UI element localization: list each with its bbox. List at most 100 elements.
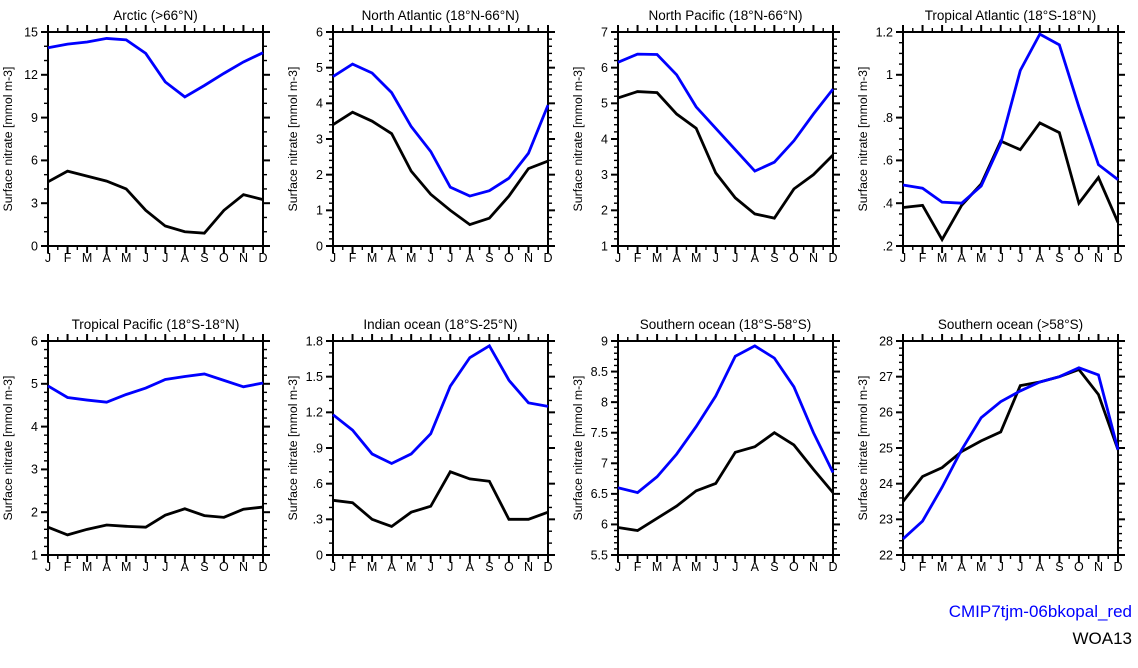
y-tick-label: 3 xyxy=(31,463,38,477)
x-tick-label: J xyxy=(615,251,621,265)
y-axis-label: Surface nitrate [mmol m-3] xyxy=(286,67,300,212)
x-tick-label: M xyxy=(367,251,377,265)
model-line xyxy=(332,62,550,198)
y-tick-label: 22 xyxy=(879,548,893,562)
x-tick-label: O xyxy=(1074,560,1084,574)
x-tick-label: M xyxy=(691,251,701,265)
obs-line xyxy=(47,169,264,235)
obs-line xyxy=(332,110,549,227)
x-tick-label: J xyxy=(713,251,719,265)
x-tick-label: S xyxy=(485,560,493,574)
model-line xyxy=(617,52,835,173)
y-tick-label: 0 xyxy=(316,548,323,562)
x-tick-label: D xyxy=(1113,560,1122,574)
y-tick-label: 1 xyxy=(316,204,323,218)
y-tick-label: 0 xyxy=(31,239,38,253)
chart-title: Southern ocean (>58°S) xyxy=(938,317,1083,332)
x-tick-label: A xyxy=(181,251,190,265)
x-tick-label: A xyxy=(102,560,111,574)
x-tick-label: J xyxy=(713,560,719,574)
y-tick-label: .6 xyxy=(883,154,893,168)
x-tick-label: M xyxy=(367,560,377,574)
plot-frame xyxy=(47,31,264,247)
x-tick-label: F xyxy=(634,251,642,265)
x-tick-label: J xyxy=(732,560,738,574)
y-tick-label: 25 xyxy=(879,441,893,455)
subplot-southern-ocean-18s-58s: Southern ocean (18°S-58°S) Surface nitrat… xyxy=(570,309,855,589)
x-tick-label: J xyxy=(162,251,168,265)
y-tick-label: 4 xyxy=(316,97,323,111)
y-tick-label: .3 xyxy=(313,513,323,527)
chart-title: Southern ocean (18°S-58°S) xyxy=(640,317,811,332)
chart-svg: Tropical Atlantic (18°S-18°N) Surface nit… xyxy=(856,8,1125,265)
y-axis-label: Surface nitrate [mmol m-3] xyxy=(1,67,15,212)
plot-frame xyxy=(332,340,549,556)
x-tick-label: M xyxy=(937,251,947,265)
model-line xyxy=(902,32,1119,205)
y-tick-label: 2 xyxy=(316,168,323,182)
x-tick-label: D xyxy=(258,251,267,265)
legend: CMIP7tjm-06bkopal_red WOA13 xyxy=(949,603,1132,657)
chart-title: Indian ocean (18°S-25°N) xyxy=(363,317,517,332)
y-tick-label: 6 xyxy=(31,154,38,168)
subplot-arctic: Arctic (>66°N) Surface nitrate [mmol m-3]… xyxy=(0,0,285,280)
x-tick-label: M xyxy=(121,560,131,574)
x-tick-label: S xyxy=(770,560,778,574)
x-tick-label: J xyxy=(45,560,51,574)
x-tick-label: M xyxy=(976,560,986,574)
x-tick-label: O xyxy=(1074,251,1084,265)
plot-frame xyxy=(902,31,1119,247)
y-tick-label: 1.2 xyxy=(306,406,323,420)
y-tick-label: .6 xyxy=(313,477,323,491)
plot-frame xyxy=(902,340,1119,556)
y-axis-label: Surface nitrate [mmol m-3] xyxy=(286,376,300,521)
x-tick-label: M xyxy=(406,251,416,265)
x-tick-label: N xyxy=(809,560,818,574)
y-tick-label: .9 xyxy=(313,441,323,455)
x-tick-label: N xyxy=(809,251,818,265)
x-tick-label: J xyxy=(900,251,906,265)
model-line xyxy=(617,344,835,495)
x-tick-label: M xyxy=(691,560,701,574)
x-tick-label: D xyxy=(1113,251,1122,265)
x-tick-label: O xyxy=(789,560,799,574)
plot-frame xyxy=(332,31,549,247)
y-tick-label: .2 xyxy=(883,239,893,253)
y-tick-label: 15 xyxy=(24,25,38,39)
x-tick-label: D xyxy=(828,251,837,265)
model-line xyxy=(47,372,264,404)
y-tick-label: 9 xyxy=(31,111,38,125)
x-tick-label: N xyxy=(1094,251,1103,265)
y-tick-label: 2 xyxy=(31,506,38,520)
y-tick-label: 2 xyxy=(601,204,608,218)
x-tick-label: A xyxy=(672,251,681,265)
y-tick-label: 6 xyxy=(601,61,608,75)
y-tick-label: 12 xyxy=(24,68,38,82)
y-tick-label: 23 xyxy=(879,513,893,527)
x-tick-label: A xyxy=(672,560,681,574)
x-tick-label: A xyxy=(1036,251,1045,265)
y-tick-label: 5 xyxy=(316,61,323,75)
y-tick-label: 1 xyxy=(601,239,608,253)
y-tick-label: 1 xyxy=(886,68,893,82)
y-tick-label: 7 xyxy=(601,457,608,471)
chart-title: Arctic (>66°N) xyxy=(113,8,198,23)
subplot-north-atlantic: North Atlantic (18°N-66°N) Surface nitrat… xyxy=(285,0,570,280)
y-tick-label: 8.5 xyxy=(591,365,608,379)
obs-line xyxy=(617,431,835,533)
y-tick-label: 9 xyxy=(601,334,608,348)
x-tick-label: S xyxy=(1055,251,1063,265)
x-tick-label: F xyxy=(919,251,927,265)
y-tick-label: 8 xyxy=(601,395,608,409)
y-tick-label: 4 xyxy=(601,132,608,146)
x-tick-label: F xyxy=(349,251,357,265)
chart-svg: Southern ocean (18°S-58°S) Surface nitrat… xyxy=(571,317,840,574)
y-tick-label: 5 xyxy=(31,377,38,391)
x-tick-label: J xyxy=(1017,560,1023,574)
x-tick-label: J xyxy=(447,251,453,265)
x-tick-label: D xyxy=(258,560,267,574)
x-tick-label: M xyxy=(652,560,662,574)
y-axis-label: Surface nitrate [mmol m-3] xyxy=(571,376,585,521)
x-tick-label: D xyxy=(543,560,552,574)
